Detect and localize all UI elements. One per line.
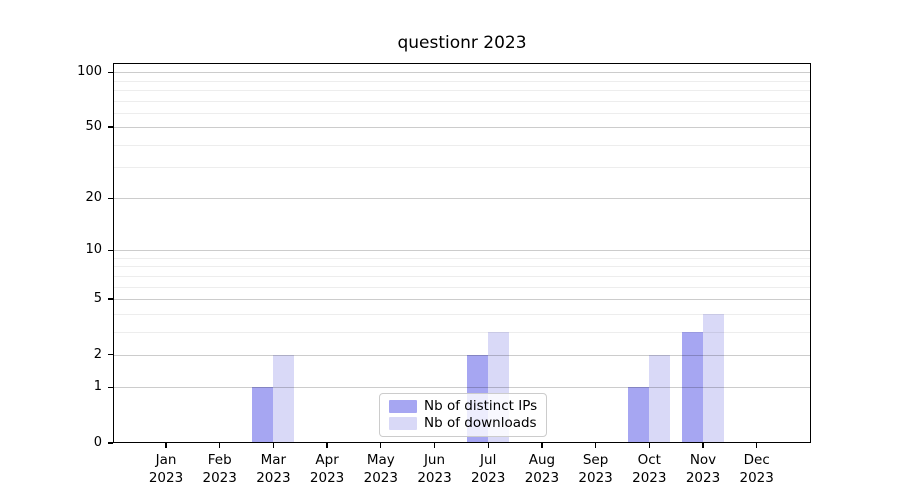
x-tick-jul: [487, 443, 489, 448]
legend-label-downloads: Nb of downloads: [424, 415, 537, 431]
x-tick-mar: [272, 443, 275, 448]
x-tick-jun: [433, 443, 436, 448]
x-tick-label-year: 2023: [256, 470, 291, 486]
gridline-major-10: [113, 250, 811, 252]
legend: Nb of distinct IPs Nb of downloads: [379, 393, 547, 437]
gridline-minor-3: [113, 331, 811, 333]
x-tick-label-mar: Mar 2023: [238, 451, 308, 487]
y-tick-10: [108, 249, 113, 252]
y-tick-5: [108, 298, 113, 300]
gridline-major-50: [113, 127, 811, 129]
x-tick-label-feb: Feb 2023: [185, 451, 255, 487]
x-tick-label-year: 2023: [309, 470, 345, 486]
x-tick-label-year: 2023: [417, 470, 452, 486]
y-tick-label-10: 10: [85, 242, 102, 258]
x-tick-label-dec: Dec 2023: [722, 451, 792, 487]
x-tick-label-year: 2023: [148, 470, 184, 486]
x-tick-may: [380, 443, 382, 448]
x-tick-label-month: Sep: [582, 452, 609, 468]
gridline-major-2: [113, 354, 811, 356]
gridline-minor-60: [113, 112, 811, 114]
x-tick-label-month: Feb: [207, 452, 232, 468]
gridline-minor-30: [113, 167, 811, 169]
bar-nb-of-downloads-nov: [703, 313, 724, 443]
gridline-minor-6: [113, 286, 811, 288]
x-tick-label-year: 2023: [739, 470, 774, 486]
gridline-major-100: [113, 72, 811, 74]
gridline-major-1: [113, 387, 811, 389]
bar-nb-of-distinct-ips-mar: [252, 387, 274, 443]
x-tick-label-month: Mar: [260, 452, 287, 468]
x-tick-label-month: Aug: [528, 452, 556, 468]
y-tick-label-2: 2: [93, 346, 102, 362]
gridline-minor-9: [113, 258, 811, 259]
x-tick-label-year: 2023: [471, 470, 506, 486]
x-tick-label-aug: Aug 2023: [507, 451, 577, 487]
x-tick-label-month: Jun: [423, 452, 446, 468]
x-tick-nov: [702, 443, 704, 448]
y-tick-20: [108, 197, 113, 200]
legend-swatch-downloads: [389, 417, 417, 430]
bar-nb-of-downloads-mar: [273, 354, 295, 443]
x-tick-sep: [594, 443, 597, 448]
legend-label-distinct-ips: Nb of distinct IPs: [424, 398, 538, 414]
x-tick-dec: [756, 443, 758, 448]
gridline-minor-7: [113, 275, 811, 277]
y-tick-0: [108, 442, 113, 444]
gridline-major-20: [113, 198, 811, 200]
y-tick-1: [108, 386, 113, 388]
x-tick-label-may: May 2023: [346, 451, 416, 487]
bar-nb-of-distinct-ips-oct: [628, 387, 650, 443]
chart-title: questionr 2023: [397, 33, 527, 53]
x-tick-label-month: Apr: [315, 452, 339, 468]
x-tick-label-year: 2023: [202, 470, 237, 486]
bar-nb-of-downloads-oct: [649, 354, 671, 443]
legend-item-distinct-ips: Nb of distinct IPs: [389, 398, 537, 415]
gridline-minor-80: [113, 89, 811, 91]
y-tick-50: [108, 126, 113, 128]
x-tick-label-month: Oct: [637, 452, 661, 468]
x-tick-jan: [165, 443, 167, 448]
x-tick-label-month: May: [366, 452, 395, 468]
y-tick-label-100: 100: [77, 64, 102, 80]
y-tick-label-20: 20: [85, 190, 102, 206]
x-tick-feb: [219, 443, 221, 448]
gridline-major-5: [113, 299, 811, 301]
y-tick-2: [108, 354, 113, 356]
y-tick-label-1: 1: [93, 379, 102, 395]
x-tick-label-year: 2023: [363, 470, 398, 486]
y-tick-label-50: 50: [85, 119, 102, 135]
gridline-minor-4: [113, 313, 811, 315]
x-tick-label-jun: Jun 2023: [400, 451, 470, 487]
gridline-minor-90: [113, 80, 811, 82]
plot-area: 100 50 20 10 5 2 1 0 Jan 2023 Feb 2023 Mar 2023 Apr 202…: [77, 63, 811, 486]
x-tick-label-nov: Nov 2023: [668, 451, 738, 487]
legend-item-downloads: Nb of downloads: [389, 415, 537, 432]
x-tick-label-year: 2023: [578, 470, 613, 486]
legend-swatch-distinct-ips: [389, 400, 417, 413]
x-tick-label-month: Jul: [480, 452, 497, 468]
x-tick-label-sep: Sep 2023: [561, 451, 631, 487]
x-tick-aug: [541, 443, 543, 448]
x-tick-label-year: 2023: [632, 470, 667, 486]
x-tick-label-year: 2023: [685, 470, 721, 486]
x-tick-label-month: Nov: [689, 452, 717, 468]
y-tick-label-5: 5: [93, 291, 102, 307]
x-tick-apr: [326, 443, 328, 448]
y-tick-100: [108, 71, 113, 73]
x-tick-label-year: 2023: [524, 470, 560, 486]
gridline-minor-8: [113, 266, 811, 268]
bar-nb-of-distinct-ips-nov: [682, 331, 703, 443]
y-tick-label-0: 0: [93, 435, 102, 450]
x-tick-label-jul: Jul 2023: [453, 451, 523, 487]
x-tick-label-jan: Jan 2023: [131, 451, 201, 487]
gridline-minor-40: [113, 144, 811, 146]
x-tick-label-month: Jan: [155, 452, 177, 468]
x-tick-label-oct: Oct 2023: [614, 451, 684, 487]
x-tick-label-month: Dec: [743, 452, 770, 468]
x-tick-oct: [648, 443, 650, 448]
x-tick-label-apr: Apr 2023: [292, 451, 362, 487]
gridline-minor-70: [113, 100, 811, 102]
